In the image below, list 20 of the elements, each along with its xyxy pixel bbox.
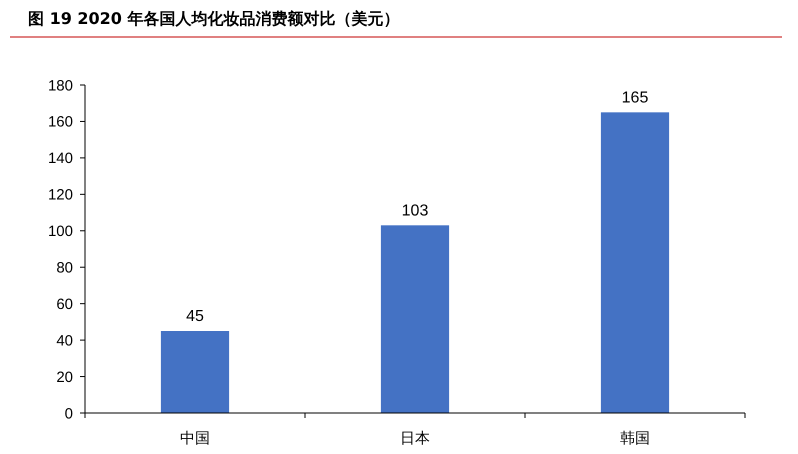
data-label: 103 bbox=[402, 202, 428, 220]
data-label: 165 bbox=[622, 89, 648, 106]
chart-title: 图 19 2020 年各国人均化妆品消费额对比（美元） bbox=[28, 9, 400, 28]
y-tick-label: 160 bbox=[48, 114, 73, 131]
y-tick-label: 180 bbox=[48, 77, 73, 94]
data-label: 45 bbox=[186, 308, 204, 325]
y-tick-label: 100 bbox=[48, 223, 73, 240]
bar bbox=[160, 331, 230, 413]
bar bbox=[600, 112, 670, 413]
y-tick-label: 60 bbox=[56, 296, 73, 313]
y-tick-label: 40 bbox=[56, 332, 73, 350]
y-tick-label: 80 bbox=[56, 259, 73, 276]
x-tick-label: 中国 bbox=[180, 429, 210, 447]
y-tick-label: 0 bbox=[64, 405, 73, 422]
x-tick-label: 日本 bbox=[400, 429, 430, 447]
x-tick-label: 韩国 bbox=[620, 429, 650, 447]
y-tick-label: 20 bbox=[56, 368, 73, 386]
y-tick-label: 120 bbox=[48, 186, 73, 204]
bar bbox=[380, 225, 450, 413]
y-tick-label: 140 bbox=[48, 150, 73, 168]
